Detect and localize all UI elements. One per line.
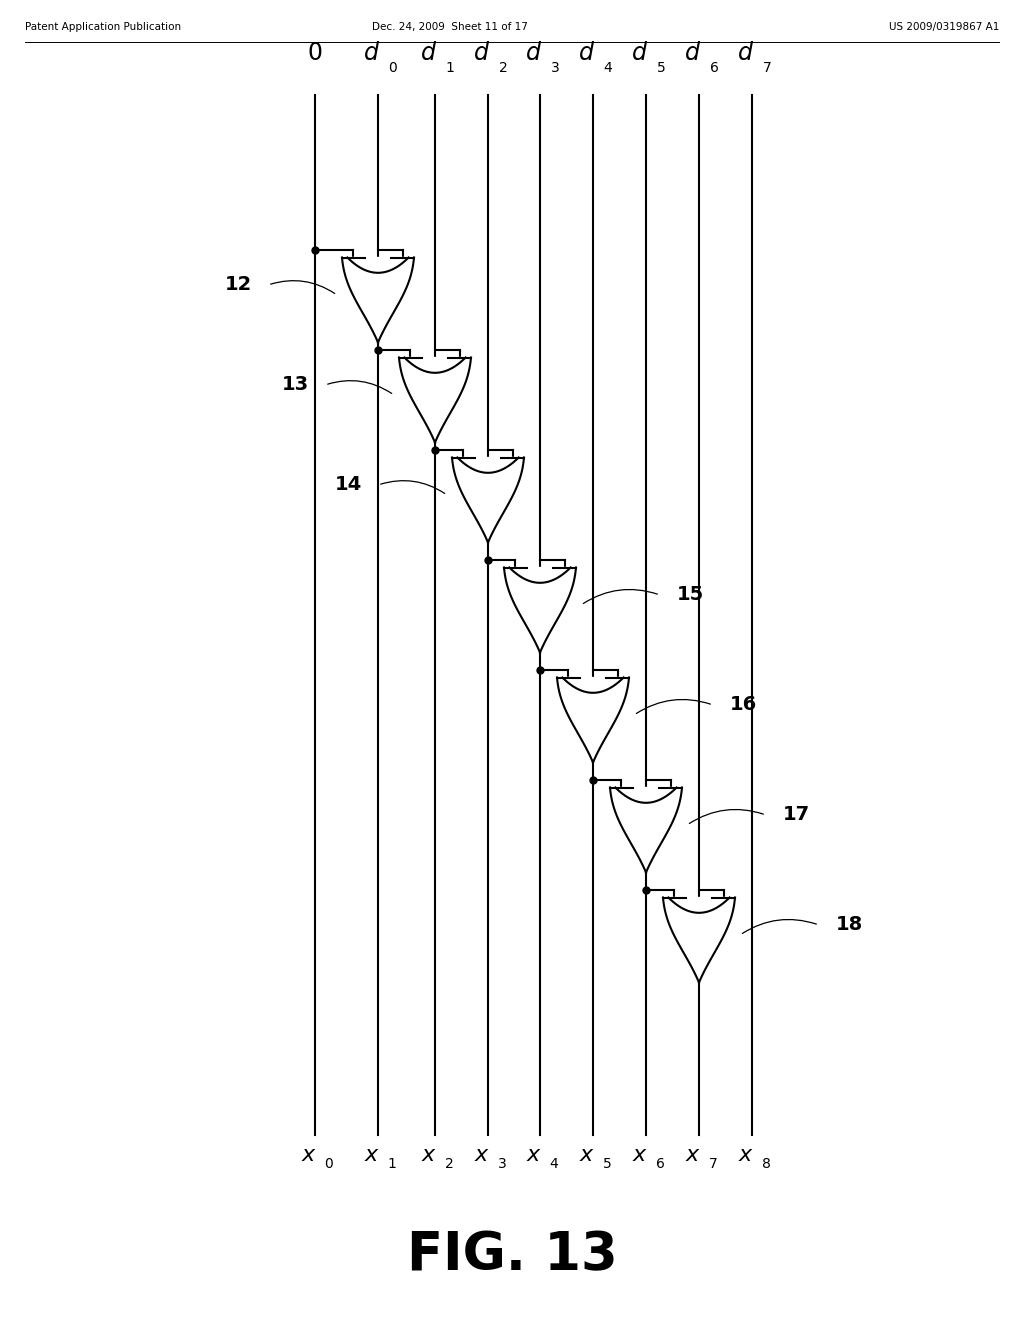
Text: $d$: $d$ (579, 41, 596, 65)
Text: $x$: $x$ (474, 1144, 489, 1166)
Polygon shape (452, 458, 524, 543)
Text: 16: 16 (729, 696, 757, 714)
Text: $3$: $3$ (550, 61, 560, 75)
Text: US 2009/0319867 A1: US 2009/0319867 A1 (889, 22, 999, 32)
Text: $2$: $2$ (444, 1158, 454, 1171)
Text: $x$: $x$ (685, 1144, 701, 1166)
Text: $0$: $0$ (307, 41, 323, 65)
Text: $x$: $x$ (632, 1144, 648, 1166)
Text: $3$: $3$ (498, 1158, 507, 1171)
Polygon shape (342, 257, 414, 342)
Text: 17: 17 (782, 805, 810, 825)
Polygon shape (610, 788, 682, 873)
Text: $d$: $d$ (684, 41, 701, 65)
Text: 15: 15 (677, 586, 703, 605)
Text: $0$: $0$ (388, 61, 398, 75)
Text: $4$: $4$ (603, 61, 613, 75)
Polygon shape (399, 358, 471, 442)
Text: $6$: $6$ (709, 61, 719, 75)
Text: $x$: $x$ (738, 1144, 754, 1166)
Text: $x$: $x$ (421, 1144, 437, 1166)
Text: Patent Application Publication: Patent Application Publication (25, 22, 181, 32)
Text: $x$: $x$ (301, 1144, 317, 1166)
Text: 18: 18 (836, 916, 862, 935)
Text: $6$: $6$ (655, 1158, 665, 1171)
Text: $d$: $d$ (364, 41, 381, 65)
Text: $1$: $1$ (387, 1158, 397, 1171)
Text: $d$: $d$ (632, 41, 648, 65)
Text: Dec. 24, 2009  Sheet 11 of 17: Dec. 24, 2009 Sheet 11 of 17 (372, 22, 528, 32)
Text: $8$: $8$ (761, 1158, 771, 1171)
Text: FIG. 13: FIG. 13 (407, 1229, 617, 1280)
Text: 14: 14 (335, 475, 361, 495)
Text: $d$: $d$ (737, 41, 755, 65)
Text: $7$: $7$ (762, 61, 772, 75)
Text: $d$: $d$ (525, 41, 543, 65)
Text: $2$: $2$ (499, 61, 508, 75)
Text: $7$: $7$ (709, 1158, 718, 1171)
Polygon shape (663, 898, 735, 982)
Text: $1$: $1$ (445, 61, 455, 75)
Polygon shape (504, 568, 577, 652)
Text: $4$: $4$ (549, 1158, 559, 1171)
Text: $x$: $x$ (579, 1144, 595, 1166)
Polygon shape (557, 677, 629, 763)
Text: $d$: $d$ (421, 41, 437, 65)
Text: $x$: $x$ (364, 1144, 380, 1166)
Text: 12: 12 (224, 276, 252, 294)
Text: 13: 13 (282, 375, 308, 395)
Text: $x$: $x$ (526, 1144, 542, 1166)
Text: $5$: $5$ (656, 61, 666, 75)
Text: $d$: $d$ (473, 41, 490, 65)
Text: $0$: $0$ (324, 1158, 334, 1171)
Text: $5$: $5$ (602, 1158, 611, 1171)
